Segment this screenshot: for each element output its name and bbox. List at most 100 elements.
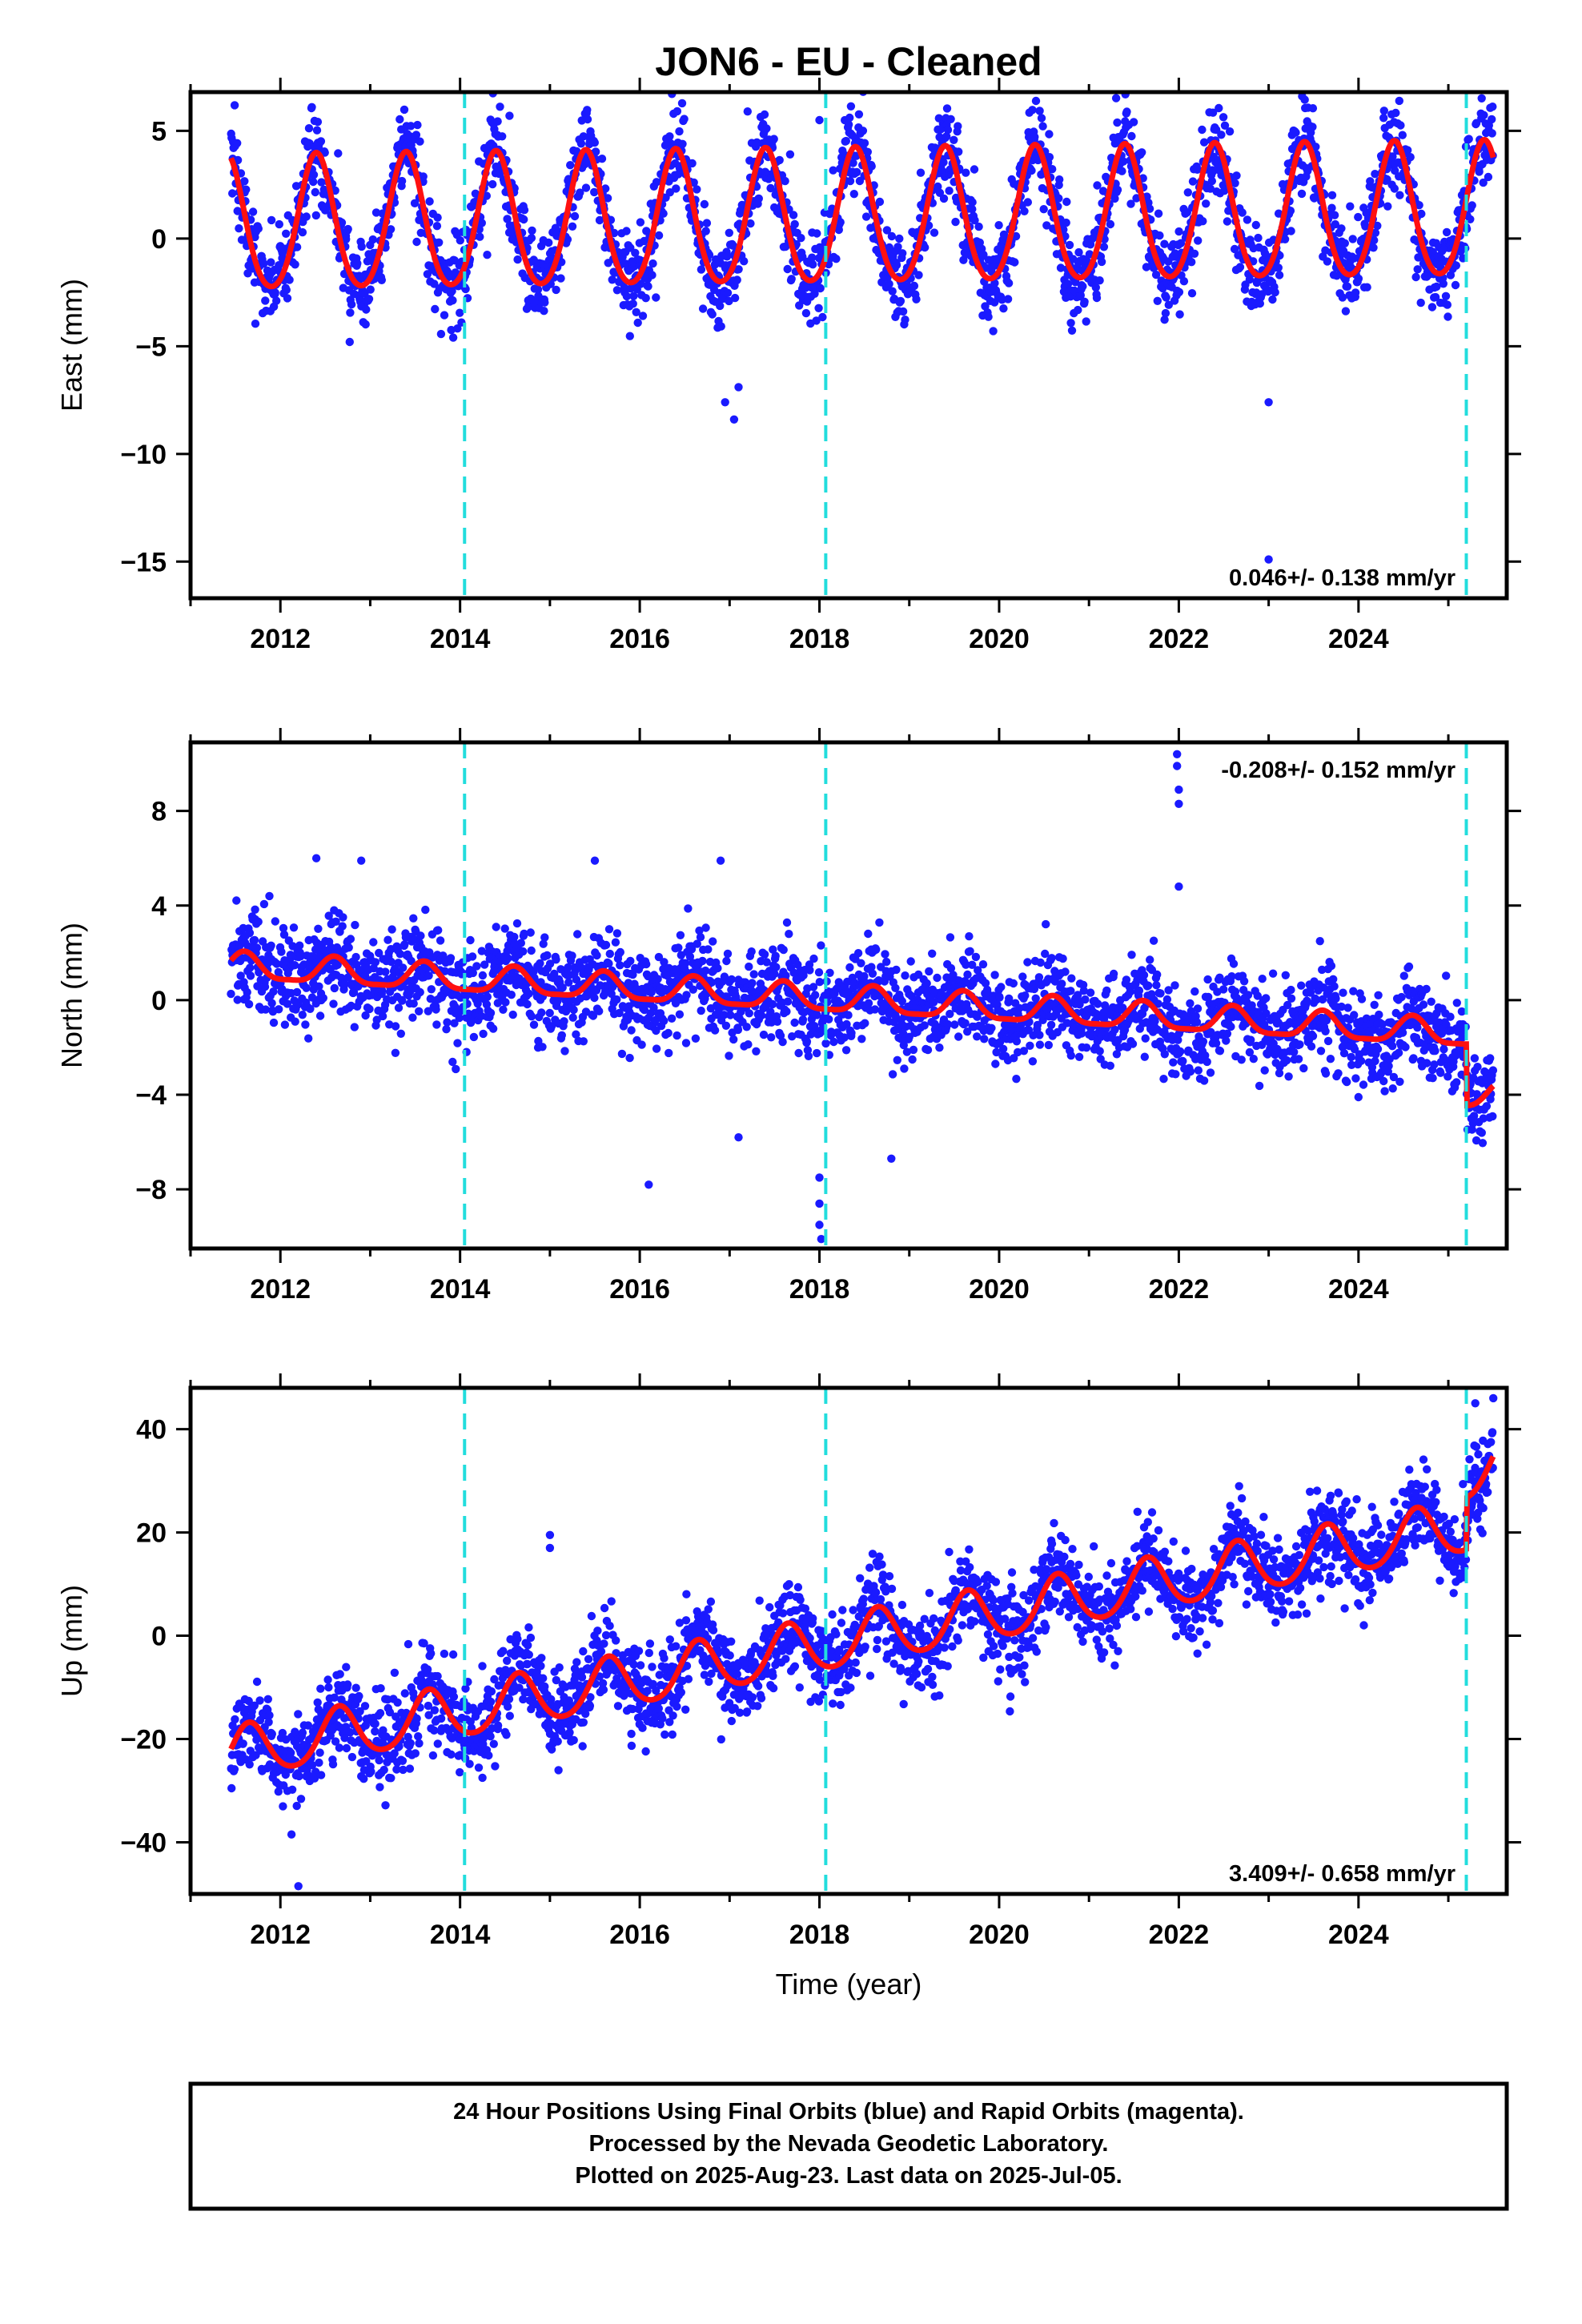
data-point bbox=[1249, 1055, 1259, 1063]
data-point bbox=[1475, 167, 1484, 176]
data-point bbox=[1339, 988, 1347, 997]
data-point bbox=[1222, 1036, 1231, 1045]
data-point bbox=[309, 177, 318, 187]
data-point bbox=[652, 178, 661, 187]
data-point bbox=[612, 995, 621, 1004]
data-point bbox=[1274, 263, 1283, 272]
data-point bbox=[339, 913, 347, 922]
data-point bbox=[362, 305, 371, 314]
data-point bbox=[1110, 194, 1119, 203]
data-point bbox=[923, 1045, 933, 1055]
data-point bbox=[636, 279, 645, 288]
data-point bbox=[616, 947, 624, 957]
data-point bbox=[995, 1038, 1005, 1047]
data-point bbox=[968, 205, 977, 214]
data-point bbox=[396, 115, 404, 124]
data-point bbox=[342, 235, 351, 243]
data-point bbox=[946, 963, 956, 973]
data-point bbox=[1093, 181, 1102, 190]
data-point bbox=[909, 1045, 918, 1055]
data-point bbox=[963, 970, 972, 979]
y-tick-label: 0 bbox=[151, 224, 167, 255]
data-point bbox=[529, 1020, 539, 1029]
data-point bbox=[847, 1028, 856, 1038]
chart-title: JON6 - EU - Cleaned bbox=[655, 39, 1042, 84]
data-point bbox=[1442, 227, 1452, 237]
data-point bbox=[1370, 1000, 1379, 1010]
data-point bbox=[817, 941, 825, 950]
data-point bbox=[1323, 1036, 1333, 1046]
data-point bbox=[1160, 239, 1169, 248]
data-point bbox=[1199, 1037, 1208, 1046]
data-point bbox=[361, 320, 370, 329]
data-point bbox=[1484, 172, 1493, 182]
data-point bbox=[1127, 131, 1136, 141]
data-point bbox=[648, 259, 657, 268]
model-fit-line bbox=[228, 136, 1496, 290]
data-point bbox=[789, 968, 798, 977]
data-point bbox=[1134, 986, 1144, 995]
data-point bbox=[813, 229, 821, 238]
data-point bbox=[989, 327, 998, 336]
data-point bbox=[1245, 275, 1255, 284]
data-point bbox=[864, 929, 873, 939]
data-point bbox=[769, 945, 777, 954]
data-point bbox=[1190, 249, 1199, 258]
data-point bbox=[885, 279, 893, 288]
data-point bbox=[442, 1025, 451, 1034]
data-point bbox=[790, 219, 799, 229]
data-point bbox=[1237, 1055, 1246, 1064]
data-point bbox=[638, 312, 648, 320]
data-point bbox=[814, 304, 823, 312]
data-point bbox=[1398, 131, 1407, 139]
data-point bbox=[779, 945, 788, 955]
data-point bbox=[998, 1044, 1008, 1054]
data-point bbox=[590, 138, 599, 147]
data-point bbox=[1371, 1056, 1379, 1066]
data-point bbox=[698, 956, 707, 966]
data-point bbox=[1203, 1057, 1211, 1067]
data-point bbox=[424, 971, 433, 980]
data-point bbox=[478, 971, 488, 980]
data-point bbox=[863, 147, 873, 156]
data-point bbox=[601, 940, 611, 950]
data-point bbox=[975, 238, 985, 247]
data-point bbox=[1326, 1055, 1335, 1063]
data-point bbox=[466, 935, 475, 945]
data-point bbox=[984, 312, 993, 321]
data-point bbox=[1427, 303, 1437, 312]
data-point bbox=[1164, 986, 1173, 995]
data-point bbox=[1299, 1063, 1308, 1073]
data-point bbox=[980, 1035, 989, 1043]
data-point bbox=[854, 110, 864, 119]
data-point bbox=[394, 1003, 404, 1012]
data-point bbox=[627, 1026, 636, 1035]
data-point bbox=[1488, 115, 1496, 124]
data-point bbox=[343, 224, 352, 234]
data-point bbox=[520, 215, 528, 224]
data-point bbox=[1255, 1081, 1264, 1091]
data-point bbox=[1187, 289, 1197, 298]
data-point bbox=[695, 926, 704, 935]
data-point bbox=[298, 1011, 307, 1019]
data-point bbox=[1078, 282, 1087, 291]
y-tick-label: −5 bbox=[135, 332, 167, 362]
data-point bbox=[892, 965, 901, 975]
data-point bbox=[1201, 1051, 1210, 1060]
data-point bbox=[604, 925, 614, 934]
data-point bbox=[261, 296, 270, 305]
data-point bbox=[946, 115, 955, 123]
data-point bbox=[1082, 1043, 1091, 1052]
data-point bbox=[754, 194, 763, 203]
data-points bbox=[227, 92, 1497, 564]
data-point bbox=[672, 184, 681, 193]
data-point bbox=[760, 110, 769, 119]
data-point bbox=[1219, 113, 1228, 122]
data-point bbox=[1347, 1060, 1356, 1070]
data-point bbox=[1122, 107, 1131, 116]
data-point bbox=[667, 1014, 677, 1023]
data-point bbox=[279, 930, 289, 939]
data-point bbox=[1045, 130, 1054, 139]
data-point bbox=[641, 294, 650, 303]
data-point bbox=[849, 159, 857, 167]
